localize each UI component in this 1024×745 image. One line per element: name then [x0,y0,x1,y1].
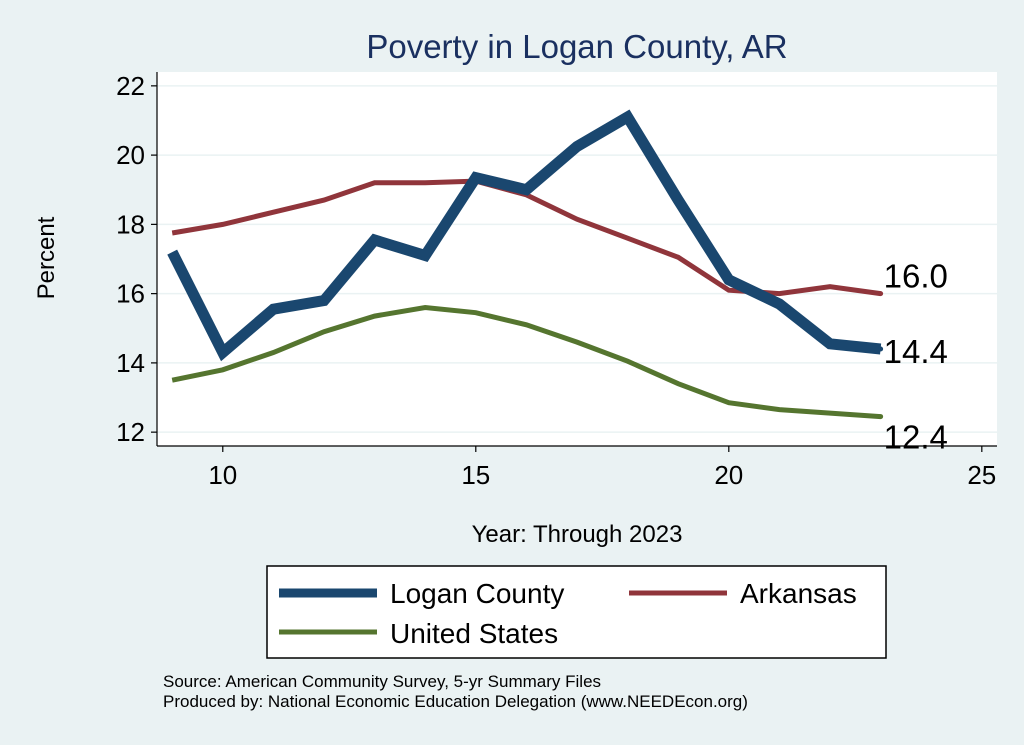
series-end-marker-arkansas [878,291,884,297]
axes: 12 14 16 18 20 22 10 15 20 25 [116,71,997,490]
source-text: Source: American Community Survey, 5-yr … [163,672,602,691]
legend: Logan County Arkansas United States [266,565,887,659]
x-tick-label-20: 20 [714,460,743,490]
legend-box [266,565,887,659]
source-notes: Source: American Community Survey, 5-yr … [163,672,748,712]
chart-title: Poverty in Logan County, AR [366,28,787,65]
end-labels: 12.4 16.0 14.4 [884,258,948,456]
plot-area [157,72,997,446]
y-axis-label: Percent [33,216,60,299]
grid-lines [157,85,997,433]
y-tick-label-14: 14 [116,348,145,378]
y-tick-label-12: 12 [116,417,145,447]
series-line-logan-county [167,109,882,362]
end-label-united-states: 12.4 [884,419,948,456]
x-tick-label-25: 25 [967,460,996,490]
x-tick-label-15: 15 [461,460,490,490]
series-lines [167,109,884,420]
y-tick-label-20: 20 [116,140,145,170]
produced-by-text: Produced by: National Economic Education… [163,692,748,711]
y-tick-label-22: 22 [116,71,145,101]
series-end-marker-united-states [878,414,884,420]
x-tick-label-10: 10 [208,460,237,490]
y-tick-label-18: 18 [116,209,145,239]
series-end-marker-logan-county [878,346,884,352]
legend-label-arkansas: Arkansas [740,578,857,609]
end-label-arkansas: 16.0 [884,258,948,295]
series-line-united-states [171,304,881,420]
legend-label-logan-county: Logan County [390,578,564,609]
legend-label-united-states: United States [390,618,558,649]
x-axis-label: Year: Through 2023 [472,521,683,548]
end-label-logan-county: 14.4 [884,333,948,370]
y-tick-label-16: 16 [116,279,145,309]
